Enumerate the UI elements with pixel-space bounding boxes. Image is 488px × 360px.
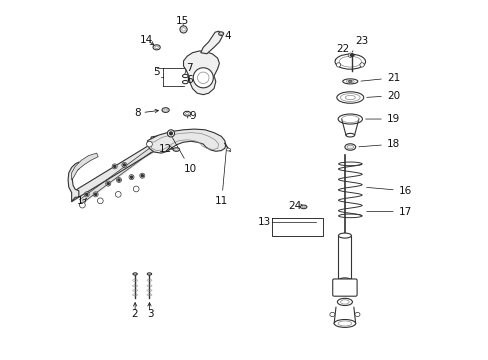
Circle shape: [112, 164, 117, 169]
Polygon shape: [183, 51, 219, 95]
Ellipse shape: [182, 81, 188, 84]
Ellipse shape: [218, 32, 223, 36]
Circle shape: [122, 162, 126, 167]
Text: 3: 3: [146, 310, 153, 319]
Polygon shape: [68, 162, 79, 202]
Circle shape: [193, 68, 213, 88]
Text: 13: 13: [257, 217, 270, 227]
Text: 4: 4: [221, 31, 231, 41]
Circle shape: [107, 183, 109, 185]
Text: 23: 23: [351, 36, 367, 52]
Text: 10: 10: [172, 138, 196, 174]
Text: 22: 22: [335, 44, 348, 60]
Ellipse shape: [147, 273, 151, 275]
Circle shape: [80, 202, 85, 208]
Ellipse shape: [333, 319, 355, 327]
Circle shape: [347, 53, 352, 57]
Text: 20: 20: [366, 91, 399, 101]
Circle shape: [116, 177, 121, 183]
Polygon shape: [201, 31, 222, 54]
Ellipse shape: [300, 205, 306, 209]
Ellipse shape: [183, 111, 190, 116]
Ellipse shape: [348, 81, 351, 82]
Circle shape: [167, 130, 174, 137]
Circle shape: [336, 63, 340, 67]
Ellipse shape: [338, 278, 351, 283]
Text: 24: 24: [287, 201, 301, 211]
Text: 6: 6: [186, 75, 193, 85]
Circle shape: [180, 26, 187, 33]
Text: 5: 5: [153, 67, 160, 77]
Polygon shape: [72, 153, 98, 180]
Text: 9: 9: [188, 111, 195, 121]
Ellipse shape: [338, 233, 351, 238]
Text: 7: 7: [186, 63, 193, 73]
Circle shape: [133, 186, 139, 192]
Circle shape: [141, 175, 143, 177]
Text: 17: 17: [366, 207, 411, 217]
Circle shape: [85, 193, 88, 195]
FancyBboxPatch shape: [332, 279, 356, 296]
Text: 14: 14: [139, 35, 152, 45]
Ellipse shape: [354, 312, 359, 317]
Text: 18: 18: [358, 139, 399, 149]
Circle shape: [84, 192, 89, 197]
Text: 21: 21: [360, 73, 399, 83]
Circle shape: [115, 192, 121, 197]
Ellipse shape: [226, 148, 230, 151]
Ellipse shape: [329, 312, 334, 317]
Circle shape: [118, 179, 120, 181]
Text: 16: 16: [366, 186, 411, 196]
Circle shape: [105, 181, 110, 186]
Circle shape: [129, 175, 134, 180]
Text: 11: 11: [215, 150, 228, 206]
Ellipse shape: [173, 148, 179, 151]
Polygon shape: [147, 129, 225, 153]
Text: 19: 19: [365, 114, 399, 124]
Circle shape: [123, 164, 125, 166]
Ellipse shape: [162, 108, 169, 112]
Text: 2: 2: [131, 310, 138, 319]
Text: 1: 1: [77, 196, 83, 206]
Ellipse shape: [182, 75, 188, 78]
Text: 8: 8: [134, 108, 141, 118]
Circle shape: [140, 173, 144, 178]
Ellipse shape: [133, 273, 137, 275]
Circle shape: [130, 176, 132, 178]
Circle shape: [169, 132, 172, 135]
Circle shape: [113, 165, 116, 167]
Circle shape: [359, 63, 364, 67]
Ellipse shape: [337, 298, 352, 306]
Circle shape: [93, 192, 98, 197]
Text: 12: 12: [159, 144, 172, 154]
Polygon shape: [150, 135, 171, 152]
Circle shape: [97, 198, 103, 204]
Ellipse shape: [349, 54, 353, 56]
Circle shape: [94, 193, 97, 195]
Text: 15: 15: [175, 17, 188, 27]
Ellipse shape: [153, 45, 160, 50]
Circle shape: [146, 141, 152, 147]
